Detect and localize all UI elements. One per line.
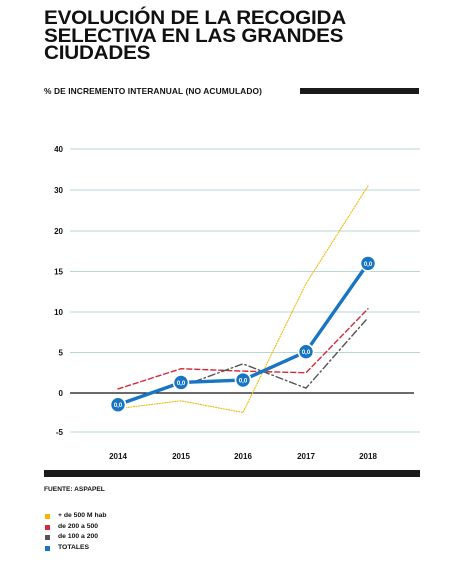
legend-label: TOTALES: [58, 543, 90, 551]
legend-label: de 200 a 500: [58, 522, 99, 530]
grid-layer: [70, 148, 420, 433]
series-line-2: [117, 308, 369, 390]
series-line-3: [180, 316, 369, 389]
data-point-label: 0,0: [177, 381, 186, 387]
x-tick-label: 2018: [359, 452, 377, 461]
data-point-label: 0,0: [364, 262, 373, 268]
legend-swatch: [45, 514, 50, 519]
data-point-marker: [172, 374, 190, 391]
x-tick-label: 2016: [234, 452, 252, 461]
y-tick-label: 30: [54, 186, 63, 195]
y-tick-label: 20: [54, 227, 63, 236]
legend-swatch: [45, 524, 50, 530]
subtitle-row: % DE INCREMENTO INTERANUAL (NO ACUMULADO…: [44, 86, 419, 98]
data-point-label: 0,0: [302, 350, 311, 356]
y-tick-label: 15: [54, 268, 63, 277]
chart-title: EVOLUCIÓN DE LA RECOGIDA SELECTIVA EN LA…: [44, 7, 346, 64]
x-tick-label: 2015: [172, 452, 190, 461]
series-line-1: [117, 185, 369, 414]
legend-swatch: [45, 535, 50, 540]
legend-swatch: [45, 545, 50, 551]
data-point-marker: [234, 371, 252, 389]
x-tick-label: 2014: [109, 452, 127, 461]
data-point-marker: [359, 255, 377, 272]
data-point-marker: [109, 396, 127, 414]
data-point-marker: [297, 343, 315, 360]
data-point-label: 0,0: [239, 378, 248, 384]
x-tick-label: 2017: [297, 452, 315, 461]
chart-subtitle: % DE INCREMENTO INTERANUAL (NO ACUMULADO…: [44, 86, 262, 96]
y-tick-label: 5: [59, 349, 64, 358]
y-tick-label: -5: [56, 428, 64, 437]
marker-layer: 0,0 0,0 0,0 0,0 0,0: [109, 255, 377, 414]
data-point-label: 0,0: [114, 403, 123, 409]
subtitle-bar: [300, 88, 419, 94]
legend-label: + de 500 M hab: [58, 512, 107, 519]
bottom-rule: [44, 470, 420, 477]
source-note: FUENTE: ASPAPEL: [44, 486, 105, 493]
legend-label: de 100 a 200: [58, 533, 99, 540]
y-tick-label: 10: [54, 308, 63, 317]
y-tick-label: 0: [59, 389, 64, 398]
y-tick-label: 40: [54, 145, 63, 154]
